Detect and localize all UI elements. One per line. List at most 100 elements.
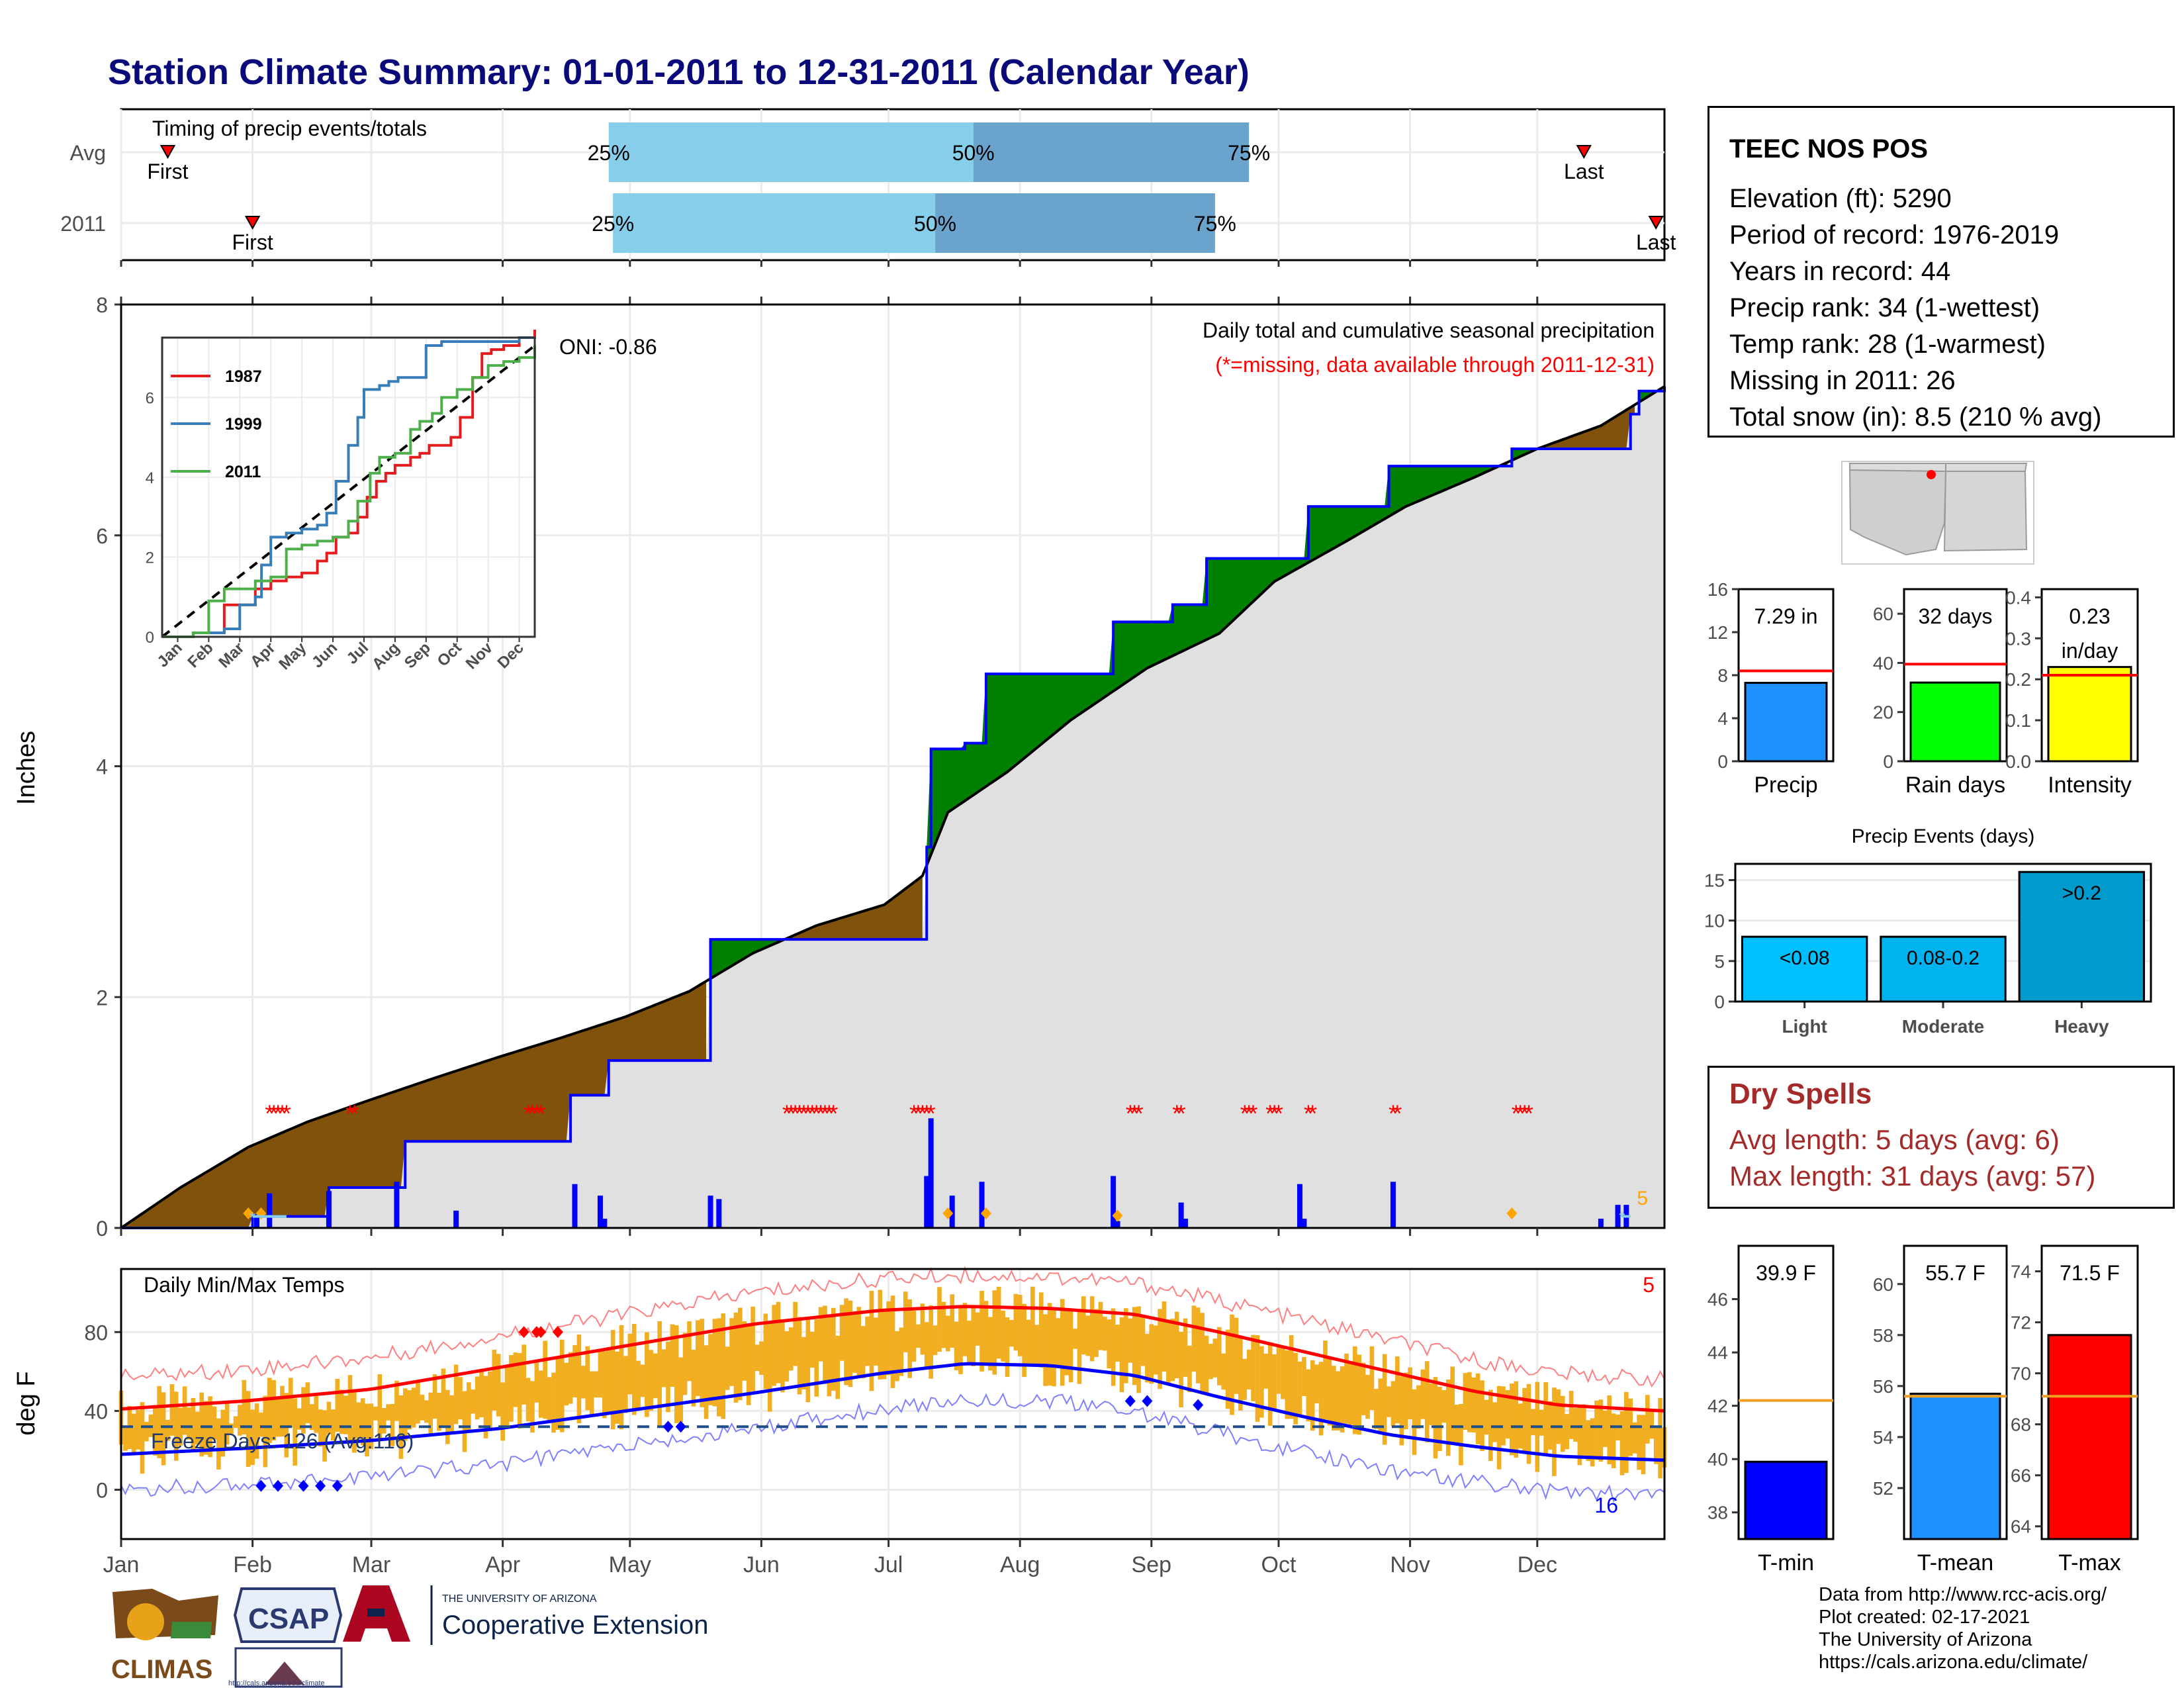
summary-y-tick-label: 70 <box>2011 1364 2031 1384</box>
temps-daily-range-bar <box>1480 1380 1484 1452</box>
precip-missing-marker: * <box>820 1100 829 1127</box>
summary-value-label: 39.9 F <box>1756 1261 1816 1285</box>
temps-daily-range-bar <box>1103 1317 1107 1351</box>
precip-missing-marker: * <box>269 1100 279 1127</box>
events-x-tick-label: Moderate <box>1902 1016 1984 1037</box>
temps-daily-range-bar <box>1374 1389 1379 1429</box>
summary-value-label: 7.29 in <box>1754 604 1817 628</box>
temps-daily-range-bar <box>525 1378 531 1422</box>
temps-x-tick-label: Nov <box>1390 1552 1430 1577</box>
precip-trace-asterisk: * <box>250 1209 255 1227</box>
temps-daily-range-bar <box>1336 1371 1340 1430</box>
temps-daily-range-bar <box>742 1321 747 1381</box>
ua-big-text: Cooperative Extension <box>442 1611 708 1640</box>
temps-daily-range-bar <box>488 1371 492 1431</box>
precip-missing-marker: * <box>265 1100 274 1127</box>
locator-map <box>1841 461 2034 565</box>
events-bar-label: >0.2 <box>2062 882 2101 904</box>
temps-daily-range-bar <box>631 1323 637 1415</box>
temps-record-low-marker <box>1124 1395 1136 1407</box>
temps-daily-range-bar <box>772 1305 776 1386</box>
temps-daily-range-bar <box>653 1353 658 1399</box>
temps-daily-range-bar <box>1242 1358 1248 1400</box>
temps-daily-range-bar <box>649 1350 654 1411</box>
temps-daily-range-bar <box>288 1378 293 1428</box>
temps-daily-range-bar <box>377 1374 383 1442</box>
temps-daily-range-bar <box>1094 1309 1099 1357</box>
temps-daily-range-bar <box>1344 1353 1349 1424</box>
summary-y-tick-label: 74 <box>2011 1262 2031 1282</box>
precip-daily-bar <box>928 1118 934 1228</box>
temps-daily-range-bar <box>682 1333 688 1395</box>
summary-y-tick-label: 44 <box>1707 1342 1728 1363</box>
temps-daily-range-bar <box>1645 1395 1650 1444</box>
temps-daily-range-bar <box>666 1341 670 1413</box>
temps-daily-range-bar <box>903 1291 908 1352</box>
temps-daily-range-bar <box>788 1327 794 1371</box>
temps-normal-min-line <box>120 1362 1665 1462</box>
precip-missing-marker: * <box>829 1100 838 1127</box>
temps-daily-range-bar <box>1251 1335 1255 1401</box>
temps-daily-range-bar <box>538 1370 543 1418</box>
precip-missing-marker: * <box>273 1100 283 1127</box>
temps-daily-range-bar <box>420 1394 425 1421</box>
temps-y-tick-label: 0 <box>96 1479 108 1503</box>
temps-daily-range-bar <box>394 1380 399 1421</box>
temps-daily-range-bar <box>216 1418 221 1470</box>
csap-url-text: http://cals.arizona.edu/climate <box>228 1679 325 1687</box>
temps-record-low-line <box>120 1392 1665 1503</box>
temps-daily-range-bar <box>1429 1383 1433 1425</box>
logos: CLIMAS CSAP http://cals.arizona.edu/clim… <box>111 1585 708 1688</box>
temps-daily-range-bar <box>1412 1389 1417 1455</box>
precip-frame <box>120 303 1666 1229</box>
temps-daily-range-bar <box>479 1371 484 1418</box>
events-y-tick-label: 5 <box>1714 951 1725 972</box>
precip-daily-bar <box>394 1182 400 1228</box>
temps-daily-range-bar <box>1556 1389 1561 1444</box>
temps-daily-range-bar <box>1586 1420 1590 1462</box>
dry-spells-title: Dry Spells <box>1729 1078 1872 1110</box>
temps-y-axis-label: deg F <box>13 1371 40 1435</box>
temps-daily-range-bar <box>157 1385 161 1458</box>
temps-daily-range-bar <box>1424 1361 1430 1442</box>
summary-y-tick-label: 58 <box>1873 1325 1893 1346</box>
temps-daily-range-bar <box>356 1402 361 1438</box>
precip-missing-marker: * <box>1274 1100 1283 1127</box>
temps-daily-range-bar <box>284 1393 289 1458</box>
temps-daily-range-bar <box>738 1307 743 1401</box>
temps-daily-range-bar <box>1111 1308 1116 1386</box>
temps-daily-range-bar <box>246 1391 251 1467</box>
temps-daily-range-bar <box>704 1345 709 1419</box>
precip-daily-bar <box>1598 1219 1604 1228</box>
summary-y-tick-label: 0.2 <box>2005 669 2031 690</box>
temps-daily-range-bar <box>1259 1346 1264 1418</box>
temps-daily-range-bar <box>1607 1395 1612 1465</box>
precip-missing-marker: * <box>799 1100 808 1127</box>
temps-daily-range-bar <box>1314 1364 1319 1403</box>
temps-daily-range-bar <box>784 1331 790 1382</box>
precip-y-tick-label: 4 <box>96 755 108 779</box>
temps-daily-range-bar <box>899 1327 904 1376</box>
events-bar-light <box>1741 935 1868 1003</box>
temps-count-blue: 16 <box>1594 1493 1618 1517</box>
events-bar-label: 0.08-0.2 <box>1907 947 1979 969</box>
temps-record-low-marker <box>675 1421 686 1433</box>
temps-daily-range-bar <box>1526 1383 1531 1464</box>
temps-daily-range-bar <box>763 1313 768 1389</box>
temps-daily-range-bar <box>402 1388 408 1441</box>
precip-snow-marker <box>980 1207 991 1220</box>
precip-daily-bar <box>1297 1184 1303 1228</box>
temps-daily-range-bar <box>818 1307 823 1362</box>
precip-missing-marker: * <box>1388 1100 1398 1127</box>
precip-daily-bar <box>1178 1202 1184 1228</box>
temps-x-tick-label: Oct <box>1261 1552 1297 1577</box>
temps-daily-range-bar <box>1001 1310 1005 1362</box>
temps-daily-range-bar <box>962 1303 968 1356</box>
temps-daily-range-bar <box>797 1317 802 1395</box>
precip-missing-marker: * <box>825 1100 834 1127</box>
temps-normal-max-line <box>120 1305 1665 1413</box>
precip-y-tick-label: 8 <box>96 293 108 317</box>
temps-daily-range-bar <box>890 1295 895 1389</box>
precip-missing-marker: * <box>1270 1100 1279 1127</box>
temps-daily-range-bar <box>767 1321 772 1412</box>
